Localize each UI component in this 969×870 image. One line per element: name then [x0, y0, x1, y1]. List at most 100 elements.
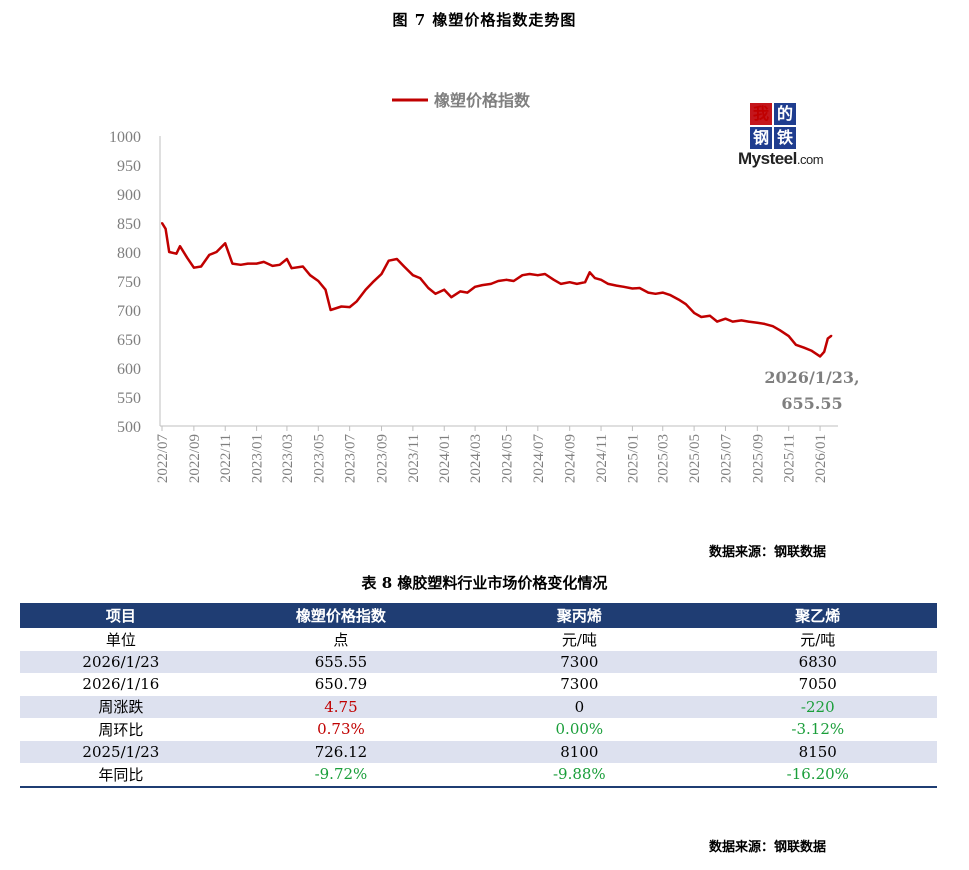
- y-tick-label: 850: [117, 216, 141, 233]
- data-point: [763, 322, 766, 325]
- table-cell: -16.20%: [698, 763, 937, 788]
- data-point: [262, 260, 265, 263]
- y-tick-label: 500: [117, 419, 141, 436]
- data-point: [830, 334, 833, 337]
- data-point: [787, 335, 790, 338]
- data-point: [364, 288, 367, 291]
- data-point: [348, 306, 351, 309]
- data-point: [427, 287, 430, 289]
- table-cell: 周环比: [98, 720, 144, 739]
- logo-char: 铁: [774, 127, 796, 149]
- data-point: [584, 281, 587, 284]
- logo-char: 钢: [750, 127, 772, 149]
- data-point: [709, 314, 711, 317]
- data-point: [278, 263, 281, 266]
- y-tick-label: 950: [117, 158, 141, 175]
- x-tick-label: 2023/09: [375, 434, 391, 483]
- data-point: [309, 274, 312, 277]
- data-point: [466, 291, 469, 294]
- data-point: [600, 278, 603, 281]
- data-point: [246, 262, 249, 265]
- data-point: [224, 242, 227, 245]
- data-point: [434, 292, 437, 295]
- table-cell: 2025/1/23: [20, 740, 222, 763]
- table-cell: -220: [698, 695, 937, 718]
- data-point: [200, 265, 203, 268]
- x-tick-label: 2025/11: [782, 434, 798, 483]
- data-point: [661, 291, 664, 294]
- data-point: [512, 280, 515, 282]
- data-point: [395, 258, 398, 260]
- data-point: [638, 287, 641, 289]
- x-axis: 2022/07 2022/09 2022/11 2023/01 2023/03 2023/…: [155, 426, 829, 483]
- data-point: [161, 222, 163, 224]
- data-point: [459, 290, 462, 293]
- x-tick-label: 2026/01: [813, 434, 829, 483]
- table-row: 周环比 0.73% 0.00% -3.12%: [20, 718, 937, 741]
- chart-legend: 橡塑价格指数: [392, 91, 531, 110]
- data-point: [575, 282, 578, 285]
- data-point: [340, 305, 343, 308]
- data-point: [175, 252, 178, 255]
- table-row: 2026/1/23 655.55 7300 6830: [20, 650, 937, 673]
- data-point: [593, 277, 596, 280]
- table-cell: 0.00%: [555, 720, 604, 739]
- x-tick-label: 2024/07: [531, 434, 547, 484]
- data-point: [631, 287, 634, 290]
- header-pp: 聚丙烯: [460, 603, 699, 628]
- table-source: 数据来源：钢联数据: [708, 840, 826, 855]
- table-cell: 726.12: [221, 740, 461, 763]
- data-point: [794, 343, 797, 346]
- y-tick-label: 750: [117, 274, 141, 291]
- data-point: [411, 274, 414, 277]
- header-index: 橡塑价格指数: [221, 603, 461, 628]
- data-point: [779, 329, 781, 332]
- data-point: [474, 285, 477, 288]
- table-cell: 0.73%: [317, 720, 365, 739]
- table-cell: 7050: [798, 675, 837, 694]
- data-point: [239, 263, 242, 266]
- data-point: [186, 256, 189, 259]
- data-point: [290, 267, 293, 270]
- data-point: [528, 273, 531, 275]
- chart-source: 数据来源：钢联数据: [708, 545, 826, 560]
- data-point: [255, 262, 258, 265]
- data-point: [756, 321, 759, 324]
- data-point: [387, 259, 390, 262]
- data-point: [568, 281, 571, 284]
- legend-label: 橡塑价格指数: [434, 91, 531, 110]
- annotation-value: 655.55: [781, 394, 842, 413]
- table-cell: 6830: [698, 650, 937, 673]
- data-point: [771, 325, 774, 328]
- data-point: [443, 288, 446, 291]
- data-point: [450, 296, 453, 299]
- table-cell: 7300: [460, 650, 699, 673]
- x-tick-label: 2024/01: [437, 434, 453, 483]
- table-cell: 8150: [698, 740, 937, 763]
- data-point: [329, 309, 332, 311]
- data-point: [505, 278, 508, 281]
- data-point: [810, 349, 813, 352]
- data-point: [371, 281, 374, 284]
- plot-area: [160, 222, 833, 358]
- data-point: [693, 311, 696, 314]
- y-tick-label: 600: [117, 361, 141, 378]
- table-cell: -9.88%: [460, 763, 699, 788]
- data-point: [677, 298, 680, 301]
- data-point: [481, 284, 484, 287]
- data-point: [668, 293, 671, 296]
- price-index-chart: 橡塑价格指数 1000 950 900 850 800 750 700 650 600 550 50…: [109, 91, 860, 483]
- x-tick-label: 2024/05: [499, 434, 515, 483]
- figure-title: 图 7 橡塑价格指数走势图: [392, 11, 577, 29]
- table-cell: 年同比: [20, 763, 222, 788]
- data-point: [521, 274, 524, 277]
- data-point: [192, 266, 195, 269]
- table-cell: 8100: [460, 740, 699, 763]
- table-cell: -3.12%: [791, 720, 845, 739]
- data-point: [355, 300, 358, 303]
- table-row: 2026/1/16 650.79 7300 7050: [20, 673, 937, 696]
- data-point: [215, 251, 218, 253]
- data-point: [497, 280, 500, 282]
- data-point: [647, 291, 650, 294]
- data-point: [285, 258, 288, 260]
